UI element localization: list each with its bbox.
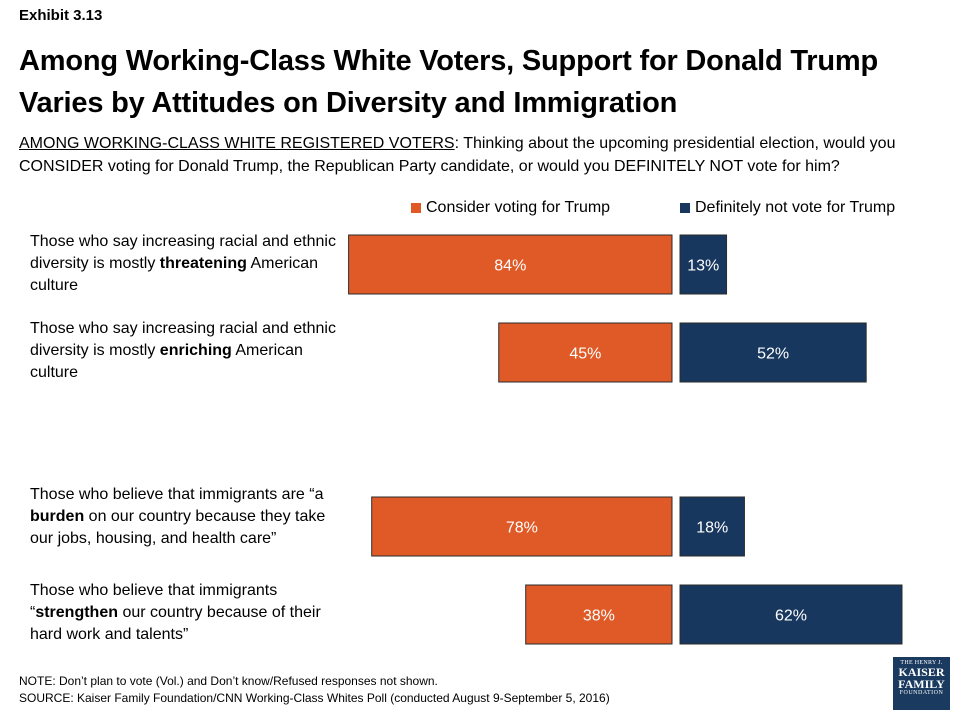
bar-not-threatening [679, 234, 728, 295]
kff-logo: THE HENRY J. KAISER FAMILY FOUNDATION [893, 657, 950, 710]
data-label-not-threatening: 13% [687, 258, 719, 275]
data-label-not-strengthen: 62% [775, 608, 807, 625]
legend-item-consider: Consider voting for Trump [411, 199, 610, 217]
exhibit-number: Exhibit 3.13 [19, 7, 103, 24]
category-label-4: Those who believe that immigrants “stren… [30, 582, 321, 643]
bar-not-burden [679, 496, 745, 557]
data-label-consider-threatening: 84% [494, 258, 526, 275]
data-label-consider-burden: 78% [506, 520, 538, 537]
question-prefix: AMONG WORKING-CLASS WHITE REGISTERED VOT… [19, 135, 455, 152]
legend-swatch-not [680, 203, 690, 213]
category-label-3: Those who believe that immigrants are “a… [30, 486, 326, 547]
data-label-consider-strengthen: 38% [583, 608, 615, 625]
data-label-not-burden: 18% [696, 520, 728, 537]
question-text: : Thinking about the upcoming presidenti… [19, 135, 896, 175]
bar-consider-threatening [348, 234, 673, 295]
note-text: NOTE: Don’t plan to vote (Vol.) and Don’… [19, 674, 438, 688]
legend-label-not: Definitely not vote for Trump [695, 199, 896, 216]
category-label-2: Those who say increasing racial and ethn… [30, 320, 336, 381]
survey-question: AMONG WORKING-CLASS WHITE REGISTERED VOT… [19, 132, 944, 178]
legend-item-not: Definitely not vote for Trump [680, 199, 895, 217]
bar-consider-burden [371, 496, 673, 557]
bar-consider-enriching [498, 322, 673, 383]
data-label-consider-enriching: 45% [569, 346, 601, 363]
chart-title: Among Working-Class White Voters, Suppor… [19, 45, 878, 119]
bar-not-strengthen [679, 584, 903, 645]
legend-label-consider: Consider voting for Trump [426, 199, 611, 216]
data-label-not-enriching: 52% [757, 346, 789, 363]
bar-not-enriching [679, 322, 867, 383]
legend-swatch-consider [411, 203, 421, 213]
footnote: NOTE: Don’t plan to vote (Vol.) and Don’… [19, 673, 610, 707]
category-label-1: Those who say increasing racial and ethn… [30, 233, 336, 294]
source-text: SOURCE: Kaiser Family Foundation/CNN Wor… [19, 691, 610, 705]
bar-consider-strengthen [525, 584, 673, 645]
